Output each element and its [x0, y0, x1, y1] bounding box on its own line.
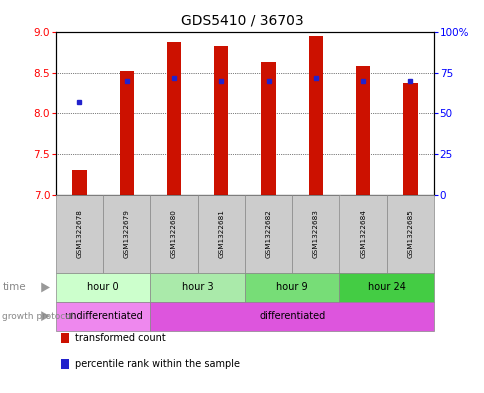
Bar	[166, 42, 181, 195]
Text: hour 9: hour 9	[276, 283, 307, 292]
Text: GSM1322681: GSM1322681	[218, 209, 224, 258]
Text: GSM1322682: GSM1322682	[265, 209, 271, 258]
Text: hour 0: hour 0	[87, 283, 119, 292]
Text: percentile rank within the sample: percentile rank within the sample	[75, 359, 240, 369]
Text: GDS5410 / 36703: GDS5410 / 36703	[181, 14, 303, 28]
Text: growth protocol: growth protocol	[2, 312, 74, 321]
Text: undifferentiated: undifferentiated	[63, 311, 142, 321]
Bar	[261, 62, 275, 195]
Text: time: time	[2, 283, 26, 292]
Text: GSM1322684: GSM1322684	[360, 209, 365, 258]
Text: transformed count: transformed count	[75, 333, 166, 343]
Text: hour 3: hour 3	[182, 283, 213, 292]
Bar	[403, 83, 417, 195]
Bar	[308, 36, 322, 195]
Text: GSM1322678: GSM1322678	[76, 209, 82, 258]
Text: GSM1322680: GSM1322680	[171, 209, 177, 258]
Bar	[72, 170, 86, 195]
Text: GSM1322679: GSM1322679	[123, 209, 129, 258]
Text: hour 24: hour 24	[367, 283, 405, 292]
Text: GSM1322683: GSM1322683	[312, 209, 318, 258]
Bar	[214, 46, 228, 195]
Text: differentiated: differentiated	[258, 311, 325, 321]
Bar	[120, 71, 134, 195]
Bar	[355, 66, 369, 195]
Text: GSM1322685: GSM1322685	[407, 209, 412, 258]
